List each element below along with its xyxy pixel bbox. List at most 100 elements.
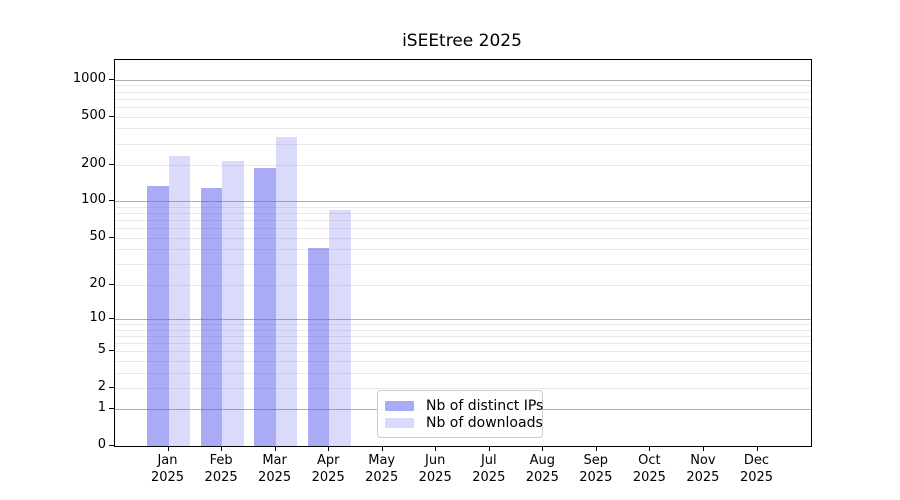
y-tick-mark <box>109 236 114 238</box>
x-tick-label: Sep 2025 <box>564 452 628 486</box>
x-tick-year: 2025 <box>579 470 613 485</box>
minor-gridline <box>115 220 811 222</box>
x-tick-label: May 2025 <box>350 452 414 486</box>
y-tick-label: 10 <box>89 309 106 325</box>
x-tick-year: 2025 <box>150 470 185 485</box>
x-tick-year: 2025 <box>418 470 452 485</box>
y-tick-mark <box>109 350 114 351</box>
chart-title: iSEEtree 2025 <box>402 31 522 51</box>
x-tick-mark <box>167 446 169 451</box>
x-tick-month: May <box>368 453 396 468</box>
x-tick-month: Jun <box>425 453 446 468</box>
minor-gridline <box>115 85 811 87</box>
x-tick-year: 2025 <box>632 470 666 485</box>
y-tick-mark <box>109 163 114 165</box>
y-tick-mark <box>109 386 114 388</box>
x-tick-year: 2025 <box>204 470 238 485</box>
x-tick-mark <box>328 446 330 451</box>
minor-gridline <box>115 228 811 230</box>
y-tick-label: 500 <box>81 107 106 123</box>
x-tick-mark <box>702 446 704 451</box>
y-tick-mark <box>109 200 114 202</box>
x-tick-mark <box>756 446 758 451</box>
bar-jan-distinct-ips <box>147 186 169 446</box>
x-tick-month: Jul <box>480 453 497 468</box>
bar-jan-downloads <box>168 156 190 446</box>
minor-gridline <box>115 164 811 166</box>
legend-item: Nb of downloads <box>385 414 543 431</box>
y-tick-label: 1000 <box>72 70 106 86</box>
x-tick-year: 2025 <box>258 470 292 485</box>
major-gridline <box>115 79 811 81</box>
minor-gridline <box>115 360 811 362</box>
x-tick-label: Mar 2025 <box>243 452 307 486</box>
x-tick-label: Jan 2025 <box>136 452 200 486</box>
minor-gridline <box>115 213 811 215</box>
minor-gridline <box>115 329 811 331</box>
x-tick-label: Apr 2025 <box>296 452 360 486</box>
x-tick-label: Feb 2025 <box>189 452 253 486</box>
minor-gridline <box>115 237 811 239</box>
x-tick-month: Aug <box>529 453 555 468</box>
minor-gridline <box>115 128 811 130</box>
plot-area <box>114 59 812 447</box>
x-tick-year: 2025 <box>525 470 559 485</box>
x-tick-year: 2025 <box>311 470 345 485</box>
x-tick-month: Mar <box>262 453 287 468</box>
x-tick-mark <box>381 446 383 451</box>
x-tick-mark <box>274 446 276 451</box>
minor-gridline <box>115 91 811 93</box>
minor-gridline <box>115 116 811 118</box>
y-tick-mark <box>109 115 114 117</box>
bar-mar-distinct-ips <box>254 168 276 446</box>
x-tick-mark <box>595 446 597 451</box>
y-tick-label: 100 <box>81 192 106 208</box>
x-tick-mark <box>542 446 544 451</box>
x-tick-month: Jan <box>157 453 178 468</box>
y-tick-label: 2 <box>97 378 106 394</box>
x-tick-label: Oct 2025 <box>617 452 681 486</box>
x-tick-month: Sep <box>583 453 609 468</box>
bar-feb-downloads <box>222 161 244 446</box>
y-tick-label: 200 <box>81 155 106 171</box>
y-tick-label: 1 <box>97 400 106 416</box>
bar-apr-downloads <box>329 209 351 446</box>
minor-gridline <box>115 98 811 100</box>
minor-gridline <box>115 264 811 265</box>
x-tick-label: Aug 2025 <box>510 452 574 486</box>
y-tick-mark <box>109 78 114 80</box>
y-tick-mark <box>109 445 114 446</box>
y-tick-label: 50 <box>89 228 106 244</box>
y-tick-label: 20 <box>89 275 106 291</box>
minor-gridline <box>115 342 811 344</box>
legend-swatch <box>385 400 414 411</box>
y-tick-label: 5 <box>97 342 106 357</box>
legend-item: Nb of distinct IPs <box>385 397 543 414</box>
legend: Nb of distinct IPs Nb of downloads <box>377 390 543 438</box>
x-tick-month: Oct <box>638 453 661 468</box>
major-gridline <box>115 201 811 203</box>
x-tick-year: 2025 <box>686 470 720 485</box>
x-tick-mark <box>435 446 437 451</box>
x-tick-month: Apr <box>316 453 340 468</box>
legend-label: Nb of distinct IPs <box>426 397 544 414</box>
x-tick-month: Feb <box>209 453 233 468</box>
minor-gridline <box>115 335 811 337</box>
minor-gridline <box>115 206 811 208</box>
x-tick-label: Jul 2025 <box>457 452 521 486</box>
minor-gridline <box>115 143 811 145</box>
x-tick-year: 2025 <box>472 470 506 485</box>
x-tick-label: Dec 2025 <box>725 452 789 486</box>
x-tick-mark <box>488 446 490 451</box>
minor-gridline <box>115 284 811 286</box>
legend-label: Nb of downloads <box>426 414 543 431</box>
x-tick-month: Dec <box>743 453 770 468</box>
y-tick-label: 0 <box>97 437 106 452</box>
bar-apr-distinct-ips <box>307 247 330 446</box>
x-tick-mark <box>649 446 651 451</box>
x-tick-year: 2025 <box>365 470 399 485</box>
x-tick-year: 2025 <box>739 470 774 485</box>
minor-gridline <box>115 351 811 352</box>
x-tick-label: Jun 2025 <box>403 452 467 486</box>
bar-feb-distinct-ips <box>200 188 223 446</box>
